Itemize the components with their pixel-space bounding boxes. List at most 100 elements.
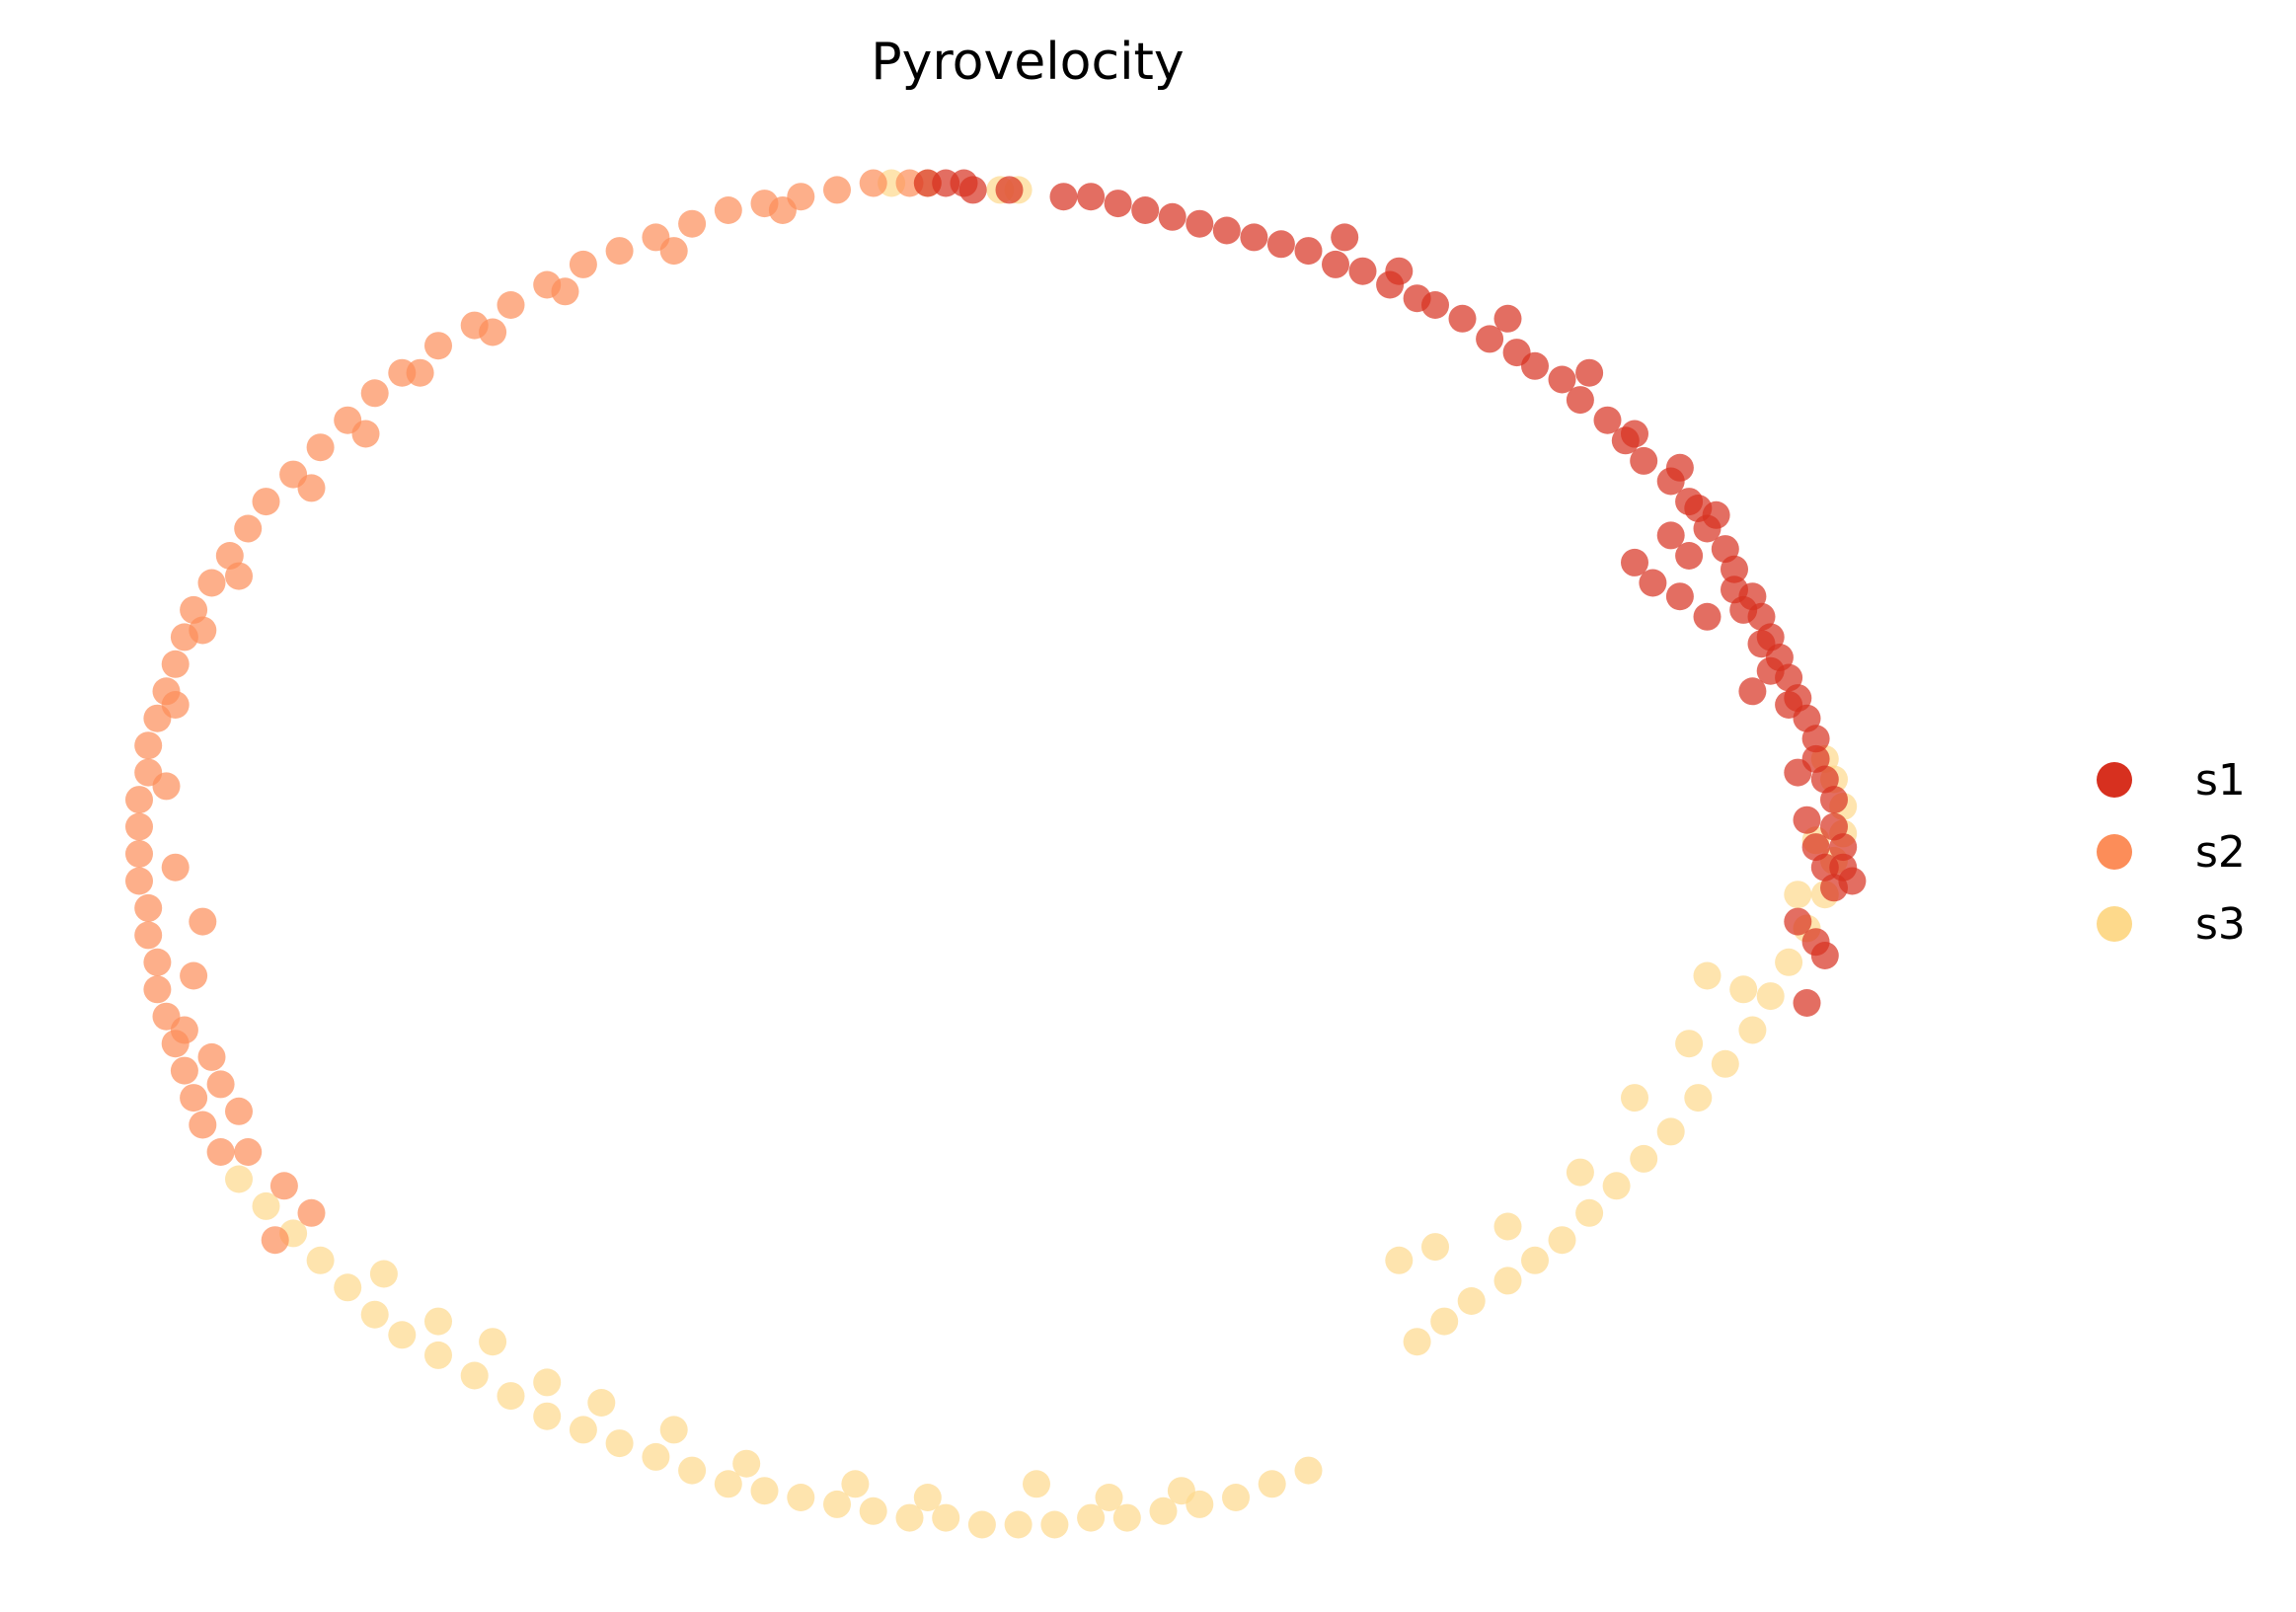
point-s2-60 [225,1097,253,1125]
point-s2-51 [225,562,253,590]
legend-marker-s2 [2097,834,2132,870]
point-s1-20 [1448,304,1477,333]
point-s2-36 [143,948,172,976]
point-s2-43 [206,1138,235,1166]
point-s2-65 [261,1226,289,1255]
point-s3-14 [533,1402,562,1430]
point-s2-55 [161,853,190,882]
point-s1-57 [1639,569,1667,597]
point-s3-47 [1167,1477,1195,1505]
point-s2-30 [125,786,153,814]
point-s3-72 [1675,1030,1704,1058]
point-s3-59 [1711,1049,1739,1078]
point-s3-19 [714,1470,742,1498]
point-s2-47 [479,318,507,346]
point-s3-4 [225,1165,253,1193]
point-s3-26 [967,1510,996,1539]
point-s3-60 [1738,1016,1767,1044]
point-s3-74 [1784,881,1812,909]
point-s1-68 [1820,874,1848,902]
chart-title: Pyrovelocity [871,33,1184,92]
point-s2-13 [424,332,452,360]
point-s1-69 [1784,907,1812,936]
point-s2-50 [297,474,326,502]
point-s3-5 [252,1191,280,1220]
point-s2-58 [170,1016,198,1044]
point-s1-75 [1729,595,1758,624]
point-s2-54 [152,772,181,801]
legend-label-s3: s3 [2195,899,2246,950]
point-s1-24 [1548,365,1576,394]
point-s1-58 [1621,548,1648,576]
point-s2-34 [134,893,163,922]
point-s1-7 [1104,190,1132,218]
legend: s1 s2 s3 [2097,755,2246,950]
point-s3-61 [1756,982,1785,1011]
point-s2-31 [125,812,153,841]
point-s1-46 [1829,833,1858,862]
point-s3-53 [1548,1226,1576,1255]
point-s3-70 [1493,1212,1522,1241]
point-s2-8 [605,237,634,266]
point-s3-27 [1004,1510,1033,1539]
legend-entry-s1: s1 [2097,755,2246,806]
point-s2-9 [569,250,597,278]
point-s3-48 [1403,1328,1431,1356]
point-s1-13 [1266,230,1295,259]
point-s3-58 [1684,1084,1713,1113]
point-s1-50 [1385,257,1414,285]
point-s3-40 [587,1389,616,1417]
legend-entry-s2: s2 [2097,827,2246,878]
legend-marker-s3 [2097,906,2132,942]
point-s3-76 [1385,1246,1414,1274]
point-s3-57 [1656,1117,1685,1146]
point-s1-72 [1793,989,1821,1017]
point-s3-42 [732,1449,761,1478]
point-s1-10 [1186,209,1214,238]
point-s3-51 [1493,1267,1522,1295]
points-layer [125,169,1867,1539]
point-s2-64 [297,1198,326,1227]
point-s3-28 [1040,1510,1069,1539]
point-s1-62 [1747,630,1776,658]
point-s1-74 [1693,602,1722,631]
point-s1-64 [1784,758,1812,787]
point-s3-30 [1112,1503,1141,1532]
point-s3-21 [787,1484,815,1511]
point-s1-49 [1331,223,1359,252]
point-s2-63 [269,1172,298,1200]
point-s3-44 [913,1484,942,1511]
point-s3-78 [1621,1084,1648,1113]
point-s3-15 [569,1416,597,1444]
point-s2-20 [234,514,263,543]
point-s1-6 [1077,183,1106,211]
point-s2-2 [823,176,851,204]
point-s1-51 [1493,304,1522,333]
point-s3-62 [1775,948,1803,976]
point-s3-37 [424,1307,452,1336]
point-s1-33 [1721,555,1748,583]
point-s3-20 [750,1477,779,1505]
legend-label-s2: s2 [2195,827,2246,878]
point-s1-56 [1675,542,1704,570]
point-s3-31 [1149,1497,1178,1525]
point-s1-28 [1630,446,1658,475]
point-s2-28 [134,731,163,760]
point-s2-53 [161,691,190,719]
point-s1-19 [1421,291,1449,319]
point-s2-41 [180,1084,208,1113]
point-s1-11 [1212,216,1241,245]
point-s3-12 [460,1361,489,1390]
point-s3-54 [1575,1198,1604,1227]
point-s3-71 [1566,1158,1594,1187]
point-s3-29 [1077,1503,1106,1532]
legend-entry-s3: s3 [2097,899,2246,950]
point-s1-25 [1566,386,1594,415]
point-s3-18 [678,1456,707,1485]
point-s1-77 [1738,677,1767,706]
point-s2-25 [161,650,190,678]
point-s3-52 [1521,1246,1549,1274]
point-s3-77 [1421,1233,1449,1262]
point-s2-45 [659,237,688,266]
point-s1-16 [1348,257,1377,285]
